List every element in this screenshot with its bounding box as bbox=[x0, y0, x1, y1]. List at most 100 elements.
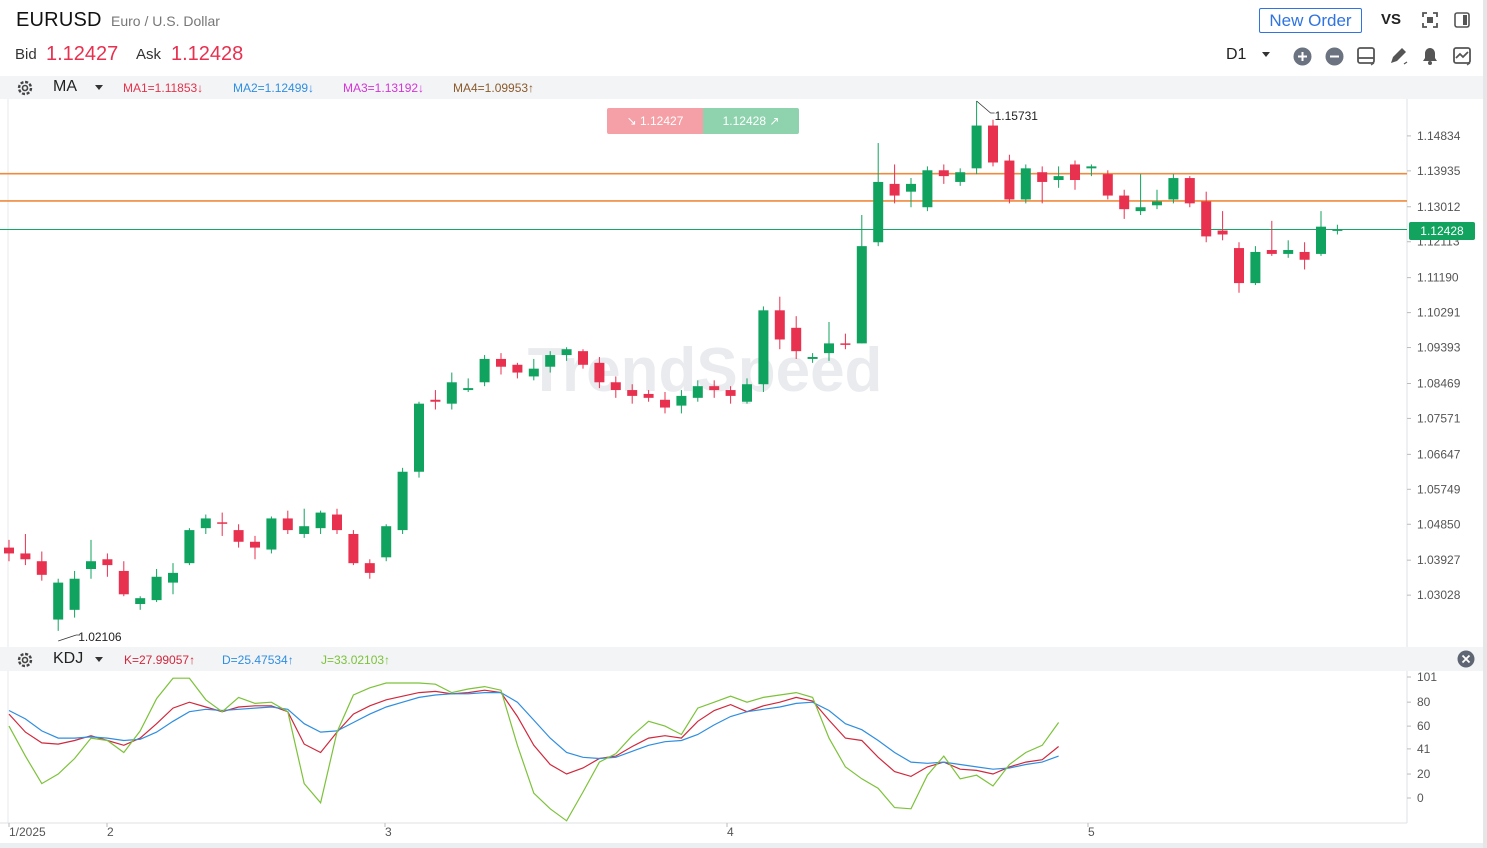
panel-toggle-icon[interactable] bbox=[1452, 10, 1472, 30]
candle-body bbox=[1135, 207, 1146, 212]
candle-body bbox=[1070, 164, 1080, 181]
candle-body bbox=[53, 582, 64, 620]
candle-body bbox=[118, 570, 129, 595]
y-tick-label: 1.08469 bbox=[1417, 376, 1461, 390]
candle-body bbox=[971, 125, 982, 169]
candle-body bbox=[135, 598, 146, 605]
candle-body bbox=[988, 125, 998, 163]
candle-body bbox=[856, 246, 867, 344]
chevron-down-icon[interactable] bbox=[95, 657, 103, 662]
y-tick-label: 1.14834 bbox=[1417, 129, 1461, 143]
candle-body bbox=[889, 183, 900, 196]
candle-body bbox=[1004, 160, 1015, 200]
x-tick-label: 5 bbox=[1088, 825, 1095, 839]
indicator-chart-icon[interactable] bbox=[1452, 46, 1472, 66]
candle-body bbox=[1316, 226, 1326, 254]
chevron-down-icon[interactable] bbox=[95, 85, 103, 90]
kdj-d-line bbox=[8, 692, 1059, 770]
candle-body bbox=[545, 355, 556, 367]
kdj-k-value: K=27.99057↑ bbox=[124, 653, 196, 667]
candle-body bbox=[102, 559, 113, 566]
kdj-tick-label: 20 bbox=[1417, 767, 1431, 781]
zoom-in-icon[interactable] bbox=[1292, 46, 1312, 66]
y-tick-label: 1.09393 bbox=[1417, 341, 1461, 355]
price-chart[interactable]: TrendSpeed 1.15731 1.02106 1.14834 1.13935… bbox=[0, 99, 1483, 647]
candle-body bbox=[594, 362, 605, 383]
candle-body bbox=[364, 563, 375, 573]
draw-pencil-icon[interactable] bbox=[1388, 46, 1408, 66]
candle-body bbox=[791, 327, 802, 352]
symbol-description: Euro / U.S. Dollar bbox=[111, 13, 220, 29]
candle-body bbox=[20, 553, 31, 560]
candle-body bbox=[1086, 166, 1097, 169]
settings-gear-icon[interactable] bbox=[15, 650, 35, 670]
sub-indicator-select[interactable]: KDJ bbox=[53, 650, 84, 667]
timeframe-select[interactable]: D1 bbox=[1226, 46, 1247, 63]
buy-price-button[interactable]: 1.12428 ↗ bbox=[703, 108, 799, 134]
y-tick-label: 1.13012 bbox=[1417, 200, 1461, 214]
symbol-title: EURUSD bbox=[16, 9, 102, 31]
candle-body bbox=[348, 533, 359, 564]
candle-body bbox=[807, 356, 818, 359]
y-tick-label: 1.03927 bbox=[1417, 553, 1461, 567]
candle-body bbox=[512, 364, 523, 373]
candle-body bbox=[381, 526, 392, 558]
candle-body bbox=[938, 170, 949, 177]
candle-body bbox=[332, 514, 342, 531]
candle-body bbox=[627, 390, 638, 396]
settings-gear-icon[interactable] bbox=[15, 78, 35, 98]
candle-body bbox=[479, 358, 490, 383]
main-indicator-select[interactable]: MA bbox=[53, 78, 77, 95]
candle-body bbox=[1201, 201, 1212, 237]
candle-body bbox=[1283, 250, 1294, 254]
candle-body bbox=[922, 170, 933, 208]
zoom-out-icon[interactable] bbox=[1324, 46, 1344, 66]
compare-vs-button[interactable]: VS bbox=[1381, 11, 1402, 28]
high-annotation-label: 1.15731 bbox=[995, 109, 1039, 123]
candle-body bbox=[168, 572, 178, 583]
candle-body bbox=[758, 310, 769, 385]
candle-body bbox=[578, 351, 588, 365]
kdj-tick-label: 0 bbox=[1417, 791, 1424, 805]
low-annotation-leader bbox=[58, 634, 81, 642]
candle-body bbox=[643, 393, 654, 398]
candle-body bbox=[610, 382, 621, 391]
chevron-down-icon[interactable] bbox=[1262, 52, 1270, 57]
candle-body bbox=[233, 530, 244, 542]
kdj-tick-label: 60 bbox=[1417, 719, 1431, 733]
x-tick-label: 1/2025 bbox=[9, 825, 46, 839]
candle-body bbox=[1020, 168, 1031, 200]
candle-body bbox=[1184, 178, 1195, 204]
y-tick-label: 1.07571 bbox=[1417, 411, 1461, 425]
x-tick-label: 3 bbox=[385, 825, 392, 839]
y-tick-label: 1.05749 bbox=[1417, 482, 1461, 496]
candle-body bbox=[397, 471, 408, 531]
sub-indicator-bar bbox=[0, 647, 1483, 671]
sell-price-button[interactable]: ↘ 1.12427 bbox=[607, 108, 703, 134]
kdj-chart[interactable]: 101 80 60 41 20 0 1/2025 2 3 4 5 bbox=[0, 671, 1483, 843]
candle-body bbox=[1266, 250, 1277, 254]
current-price-tag: 1.12428 bbox=[1409, 222, 1475, 240]
candle-body bbox=[1217, 230, 1228, 235]
y-tick-label: 1.03028 bbox=[1417, 588, 1461, 602]
kdj-tick-label: 41 bbox=[1417, 742, 1431, 756]
x-tick-label: 4 bbox=[727, 825, 734, 839]
candle-body bbox=[906, 183, 916, 192]
kdj-j-line bbox=[8, 677, 1060, 822]
candle-body bbox=[446, 382, 457, 404]
layout-icon[interactable] bbox=[1356, 46, 1376, 66]
candle-body bbox=[217, 522, 228, 524]
watermark-text: TrendSpeed bbox=[528, 336, 883, 405]
alert-bell-icon[interactable] bbox=[1420, 46, 1440, 66]
new-order-button[interactable]: New Order bbox=[1259, 8, 1362, 33]
ma2-value: MA2=1.12499↓ bbox=[233, 81, 315, 95]
kdj-j-value: J=33.02103↑ bbox=[321, 653, 391, 667]
ma4-value: MA4=1.09953↑ bbox=[453, 81, 535, 95]
fullscreen-icon[interactable] bbox=[1420, 10, 1440, 30]
candle-body bbox=[873, 181, 884, 243]
vertical-scrollbar[interactable] bbox=[1483, 0, 1487, 848]
candle-body bbox=[709, 386, 720, 391]
close-icon[interactable] bbox=[1456, 649, 1476, 669]
candle-body bbox=[430, 399, 441, 402]
candle-body bbox=[463, 388, 474, 391]
